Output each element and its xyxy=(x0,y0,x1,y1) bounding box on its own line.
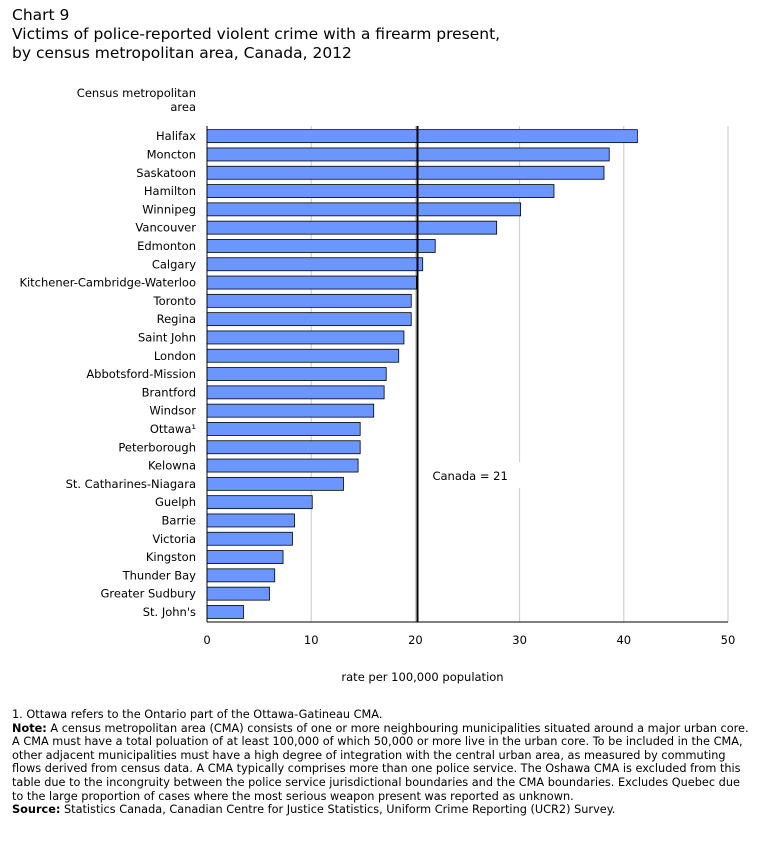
bar xyxy=(206,220,498,235)
y-axis-label-line-1: Census metropolitan xyxy=(77,86,196,100)
source-paragraph: Source: Statistics Canada, Canadian Cent… xyxy=(12,803,754,817)
category-label: St. Catharines-Niagara xyxy=(66,477,196,491)
bar xyxy=(206,422,361,436)
category-label: Kelowna xyxy=(148,459,196,473)
footnote-1: 1. Ottawa refers to the Ontario part of … xyxy=(12,708,383,721)
category-label: Saskatoon xyxy=(136,166,196,180)
bar xyxy=(206,257,424,272)
category-labels: Halifax Moncton Saskatoon Hamilton Winnipeg V… xyxy=(19,129,196,619)
chart-title-line-1: Victims of police-reported violent crime… xyxy=(12,25,501,43)
chart-number: Chart 9 xyxy=(12,6,70,24)
bar xyxy=(206,275,417,290)
x-tick-label: 40 xyxy=(616,633,631,647)
bar xyxy=(206,202,522,217)
category-label: Winnipeg xyxy=(142,202,196,216)
bar-chart: Census metropolitan area Halifax Moncton S… xyxy=(19,86,735,684)
bar xyxy=(206,586,270,601)
category-label: Regina xyxy=(157,312,196,326)
bar xyxy=(206,458,359,473)
category-label: Victoria xyxy=(152,532,196,546)
category-label: Ottawa¹ xyxy=(150,422,196,436)
category-label: Peterborough xyxy=(118,440,196,454)
bar xyxy=(206,403,375,418)
category-label: London xyxy=(154,349,196,363)
x-tick-label: 0 xyxy=(203,633,210,647)
canada-average-label: Canada = 21 xyxy=(432,469,507,483)
x-tick-label: 20 xyxy=(408,633,423,647)
bar xyxy=(206,165,605,180)
category-label: Moncton xyxy=(147,147,196,161)
bar xyxy=(206,147,610,162)
bar xyxy=(206,330,405,345)
category-label: Saint John xyxy=(138,330,196,344)
note-paragraph: Note: A census metropolitan area (CMA) c… xyxy=(12,722,754,804)
category-label: Abbotsford-Mission xyxy=(86,367,196,381)
note-label: Note: xyxy=(12,721,47,735)
footnotes: 1. Ottawa refers to the Ontario part of … xyxy=(12,708,754,817)
bar xyxy=(206,495,313,510)
category-label: Toronto xyxy=(153,294,196,308)
category-label: Windsor xyxy=(149,404,196,418)
bar xyxy=(206,293,412,308)
category-label: Guelph xyxy=(155,495,196,509)
x-axis-label: rate per 100,000 population xyxy=(341,670,503,684)
category-label: Brantford xyxy=(142,385,196,399)
bar xyxy=(206,531,293,546)
x-tick-label: 50 xyxy=(721,633,736,647)
bar xyxy=(206,550,284,564)
x-tick-labels: 0 10 20 30 40 50 xyxy=(203,633,735,647)
chart-title-line-2: by census metropolitan area, Canada, 201… xyxy=(12,44,352,62)
source-label: Source: xyxy=(12,803,61,817)
bars xyxy=(206,129,638,619)
y-axis-label-line-2: area xyxy=(170,100,196,114)
bar xyxy=(206,513,295,528)
bar xyxy=(206,184,555,198)
canada-average-label-background xyxy=(420,462,531,488)
category-label: Halifax xyxy=(156,129,196,143)
category-label: Kitchener-Cambridge-Waterloo xyxy=(19,276,196,290)
bar xyxy=(206,568,276,583)
category-label: Hamilton xyxy=(144,184,196,198)
bar xyxy=(206,476,344,491)
bar xyxy=(206,312,412,327)
source-text: Statistics Canada, Canadian Centre for J… xyxy=(60,803,616,817)
category-label: Edmonton xyxy=(137,239,196,253)
category-label: Thunder Bay xyxy=(122,568,197,582)
bar xyxy=(206,348,400,363)
x-tick-label: 30 xyxy=(512,633,527,647)
bar xyxy=(206,129,638,144)
category-label: Calgary xyxy=(152,257,196,271)
chart-title-block: Chart 9 Victims of police-reported viole… xyxy=(12,6,500,63)
category-label: Kingston xyxy=(146,550,196,564)
category-label: Vancouver xyxy=(135,221,196,235)
bar xyxy=(206,385,385,400)
bar xyxy=(206,440,361,455)
category-label: Barrie xyxy=(162,513,196,527)
note-text: A census metropolitan area (CMA) consist… xyxy=(12,721,749,803)
category-label: St. John's xyxy=(143,605,196,619)
bar xyxy=(206,367,387,381)
category-label: Greater Sudbury xyxy=(101,587,197,601)
bar xyxy=(206,239,436,253)
x-tick-label: 10 xyxy=(304,633,319,647)
bar xyxy=(206,605,244,619)
